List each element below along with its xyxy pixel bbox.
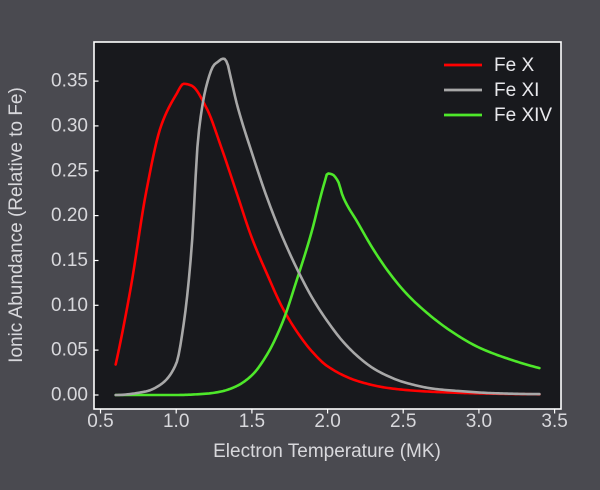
- svg-text:0.15: 0.15: [51, 250, 88, 271]
- svg-text:3.0: 3.0: [466, 411, 492, 432]
- svg-text:1.5: 1.5: [239, 411, 265, 432]
- svg-text:0.5: 0.5: [87, 411, 113, 432]
- svg-text:0.20: 0.20: [51, 205, 88, 226]
- svg-text:0.35: 0.35: [51, 71, 88, 92]
- svg-text:2.5: 2.5: [390, 411, 416, 432]
- svg-text:1.0: 1.0: [163, 411, 189, 432]
- svg-text:0.05: 0.05: [51, 340, 88, 361]
- svg-text:Fe XIV: Fe XIV: [494, 105, 552, 126]
- svg-text:Fe X: Fe X: [494, 55, 534, 76]
- svg-text:3.5: 3.5: [541, 411, 567, 432]
- svg-text:Ionic Abundance (Relative to F: Ionic Abundance (Relative to Fe): [6, 87, 27, 363]
- svg-text:0.00: 0.00: [51, 385, 88, 406]
- svg-text:2.0: 2.0: [314, 411, 340, 432]
- svg-text:0.10: 0.10: [51, 295, 88, 316]
- svg-text:Electron Temperature (MK): Electron Temperature (MK): [213, 441, 441, 462]
- svg-text:0.30: 0.30: [51, 115, 88, 136]
- svg-text:0.25: 0.25: [51, 160, 88, 181]
- svg-text:Fe XI: Fe XI: [494, 80, 539, 101]
